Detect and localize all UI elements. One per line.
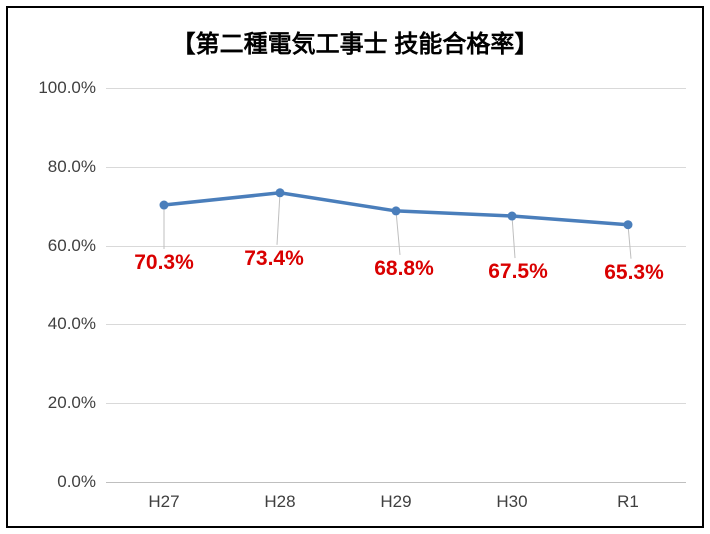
leader-line	[512, 216, 515, 258]
x-tick-label: R1	[617, 492, 639, 512]
data-label: 70.3%	[134, 251, 194, 275]
y-tick-label: 60.0%	[26, 236, 96, 256]
data-label: 65.3%	[604, 261, 664, 285]
leader-line	[628, 225, 631, 259]
y-tick-label: 20.0%	[26, 393, 96, 413]
data-marker	[160, 201, 169, 210]
y-tick-label: 100.0%	[26, 78, 96, 98]
x-tick-label: H27	[148, 492, 179, 512]
plot-area: 0.0%20.0%40.0%60.0%80.0%100.0%H27H28H29H…	[106, 88, 686, 482]
leader-line	[396, 211, 400, 255]
chart-frame: 【第二種電気工事士 技能合格率】 0.0%20.0%40.0%60.0%80.0…	[6, 6, 704, 528]
x-tick-label: H30	[496, 492, 527, 512]
chart-title: 【第二種電気工事士 技能合格率】	[8, 24, 702, 59]
data-label: 73.4%	[244, 247, 304, 271]
data-marker	[276, 188, 285, 197]
x-tick-label: H28	[264, 492, 295, 512]
leader-line	[277, 193, 280, 245]
y-tick-label: 40.0%	[26, 314, 96, 334]
line-series	[106, 88, 686, 482]
data-marker	[624, 220, 633, 229]
y-tick-label: 0.0%	[26, 472, 96, 492]
data-label: 67.5%	[488, 260, 548, 284]
data-label: 68.8%	[374, 257, 434, 281]
y-tick-label: 80.0%	[26, 157, 96, 177]
data-marker	[392, 206, 401, 215]
gridline	[106, 482, 686, 483]
x-tick-label: H29	[380, 492, 411, 512]
data-marker	[508, 212, 517, 221]
